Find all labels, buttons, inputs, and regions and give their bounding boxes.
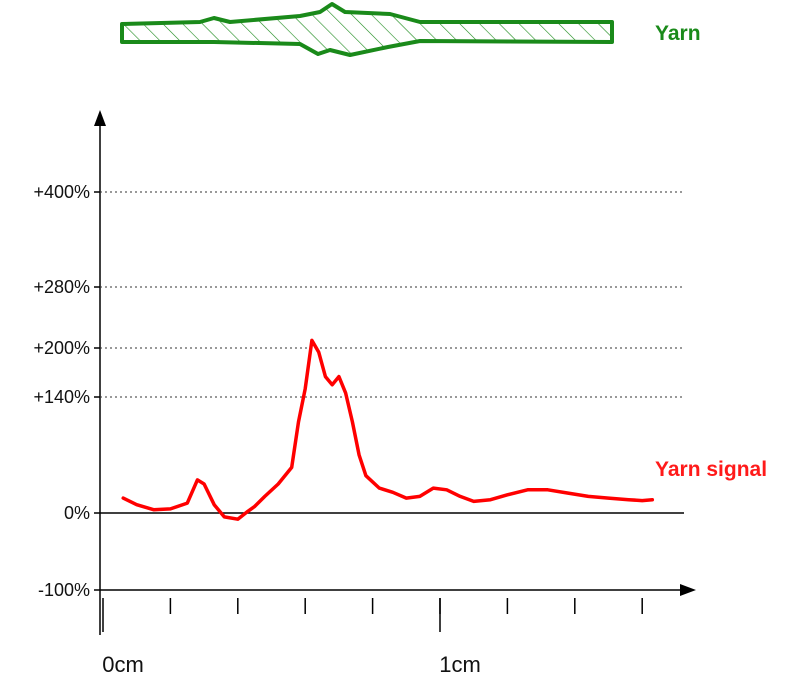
y-tick-label: +200% — [33, 338, 90, 358]
y-tick-label: 0% — [64, 503, 90, 523]
yarn-illustration: Yarn — [120, 2, 701, 57]
yarn-body-icon — [120, 2, 614, 57]
yarn-label: Yarn — [655, 22, 701, 45]
y-axis-arrow-icon — [94, 110, 106, 126]
gridlines — [100, 191, 684, 398]
x-tick-label: 1cm — [439, 652, 481, 677]
series-lines — [121, 338, 655, 521]
y-tick-label: +400% — [33, 182, 90, 202]
series-label-yarn-signal: Yarn signal — [655, 458, 767, 481]
series-line-0 — [121, 338, 655, 521]
y-tick-label: -100% — [38, 580, 90, 600]
y-tick-labels: +400% +280% +200% +140% 0% -100% — [33, 182, 100, 600]
x-tick-label: 0cm — [102, 652, 144, 677]
y-tick-label: +140% — [33, 387, 90, 407]
x-axis-arrow-icon — [680, 584, 696, 596]
y-tick-label: +280% — [33, 277, 90, 297]
x-ticks: 0cm 1cm — [102, 598, 643, 677]
chart-axes — [94, 110, 696, 635]
